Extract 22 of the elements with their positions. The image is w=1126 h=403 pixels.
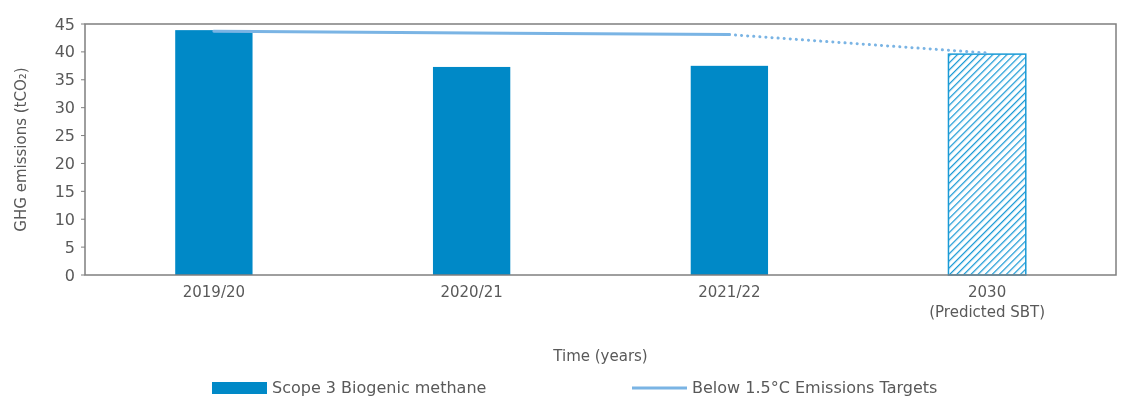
y-tick-label: 25 [54,126,75,146]
x-tick-label: 2021/22 [698,283,761,301]
y-tick-label: 45 [54,14,75,34]
y-tick-label: 0 [64,265,75,285]
legend-label: Scope 3 Biogenic methane [272,378,487,397]
y-axis-title: GHG emissions (tCO₂) [12,67,30,232]
bar [947,53,1027,276]
x-tick-label: 2019/20 [182,283,246,301]
legend-label: Below 1.5°C Emissions Targets [692,378,938,397]
y-tick-label: 10 [54,209,75,229]
y-tick-label: 35 [54,70,75,90]
y-tick-label: 40 [54,42,75,62]
x-tick-label: 2030 (Predicted SBT) [929,283,1046,321]
x-tick-label: 2020/21 [440,283,503,301]
y-tick-label: 5 [64,237,75,257]
bar [432,66,511,275]
bar [690,65,769,275]
y-tick-label: 30 [54,98,75,118]
y-tick-label: 15 [54,181,75,201]
bar [175,30,253,275]
x-axis-title: Time (years) [552,347,648,365]
y-tick-label: 20 [54,154,75,174]
